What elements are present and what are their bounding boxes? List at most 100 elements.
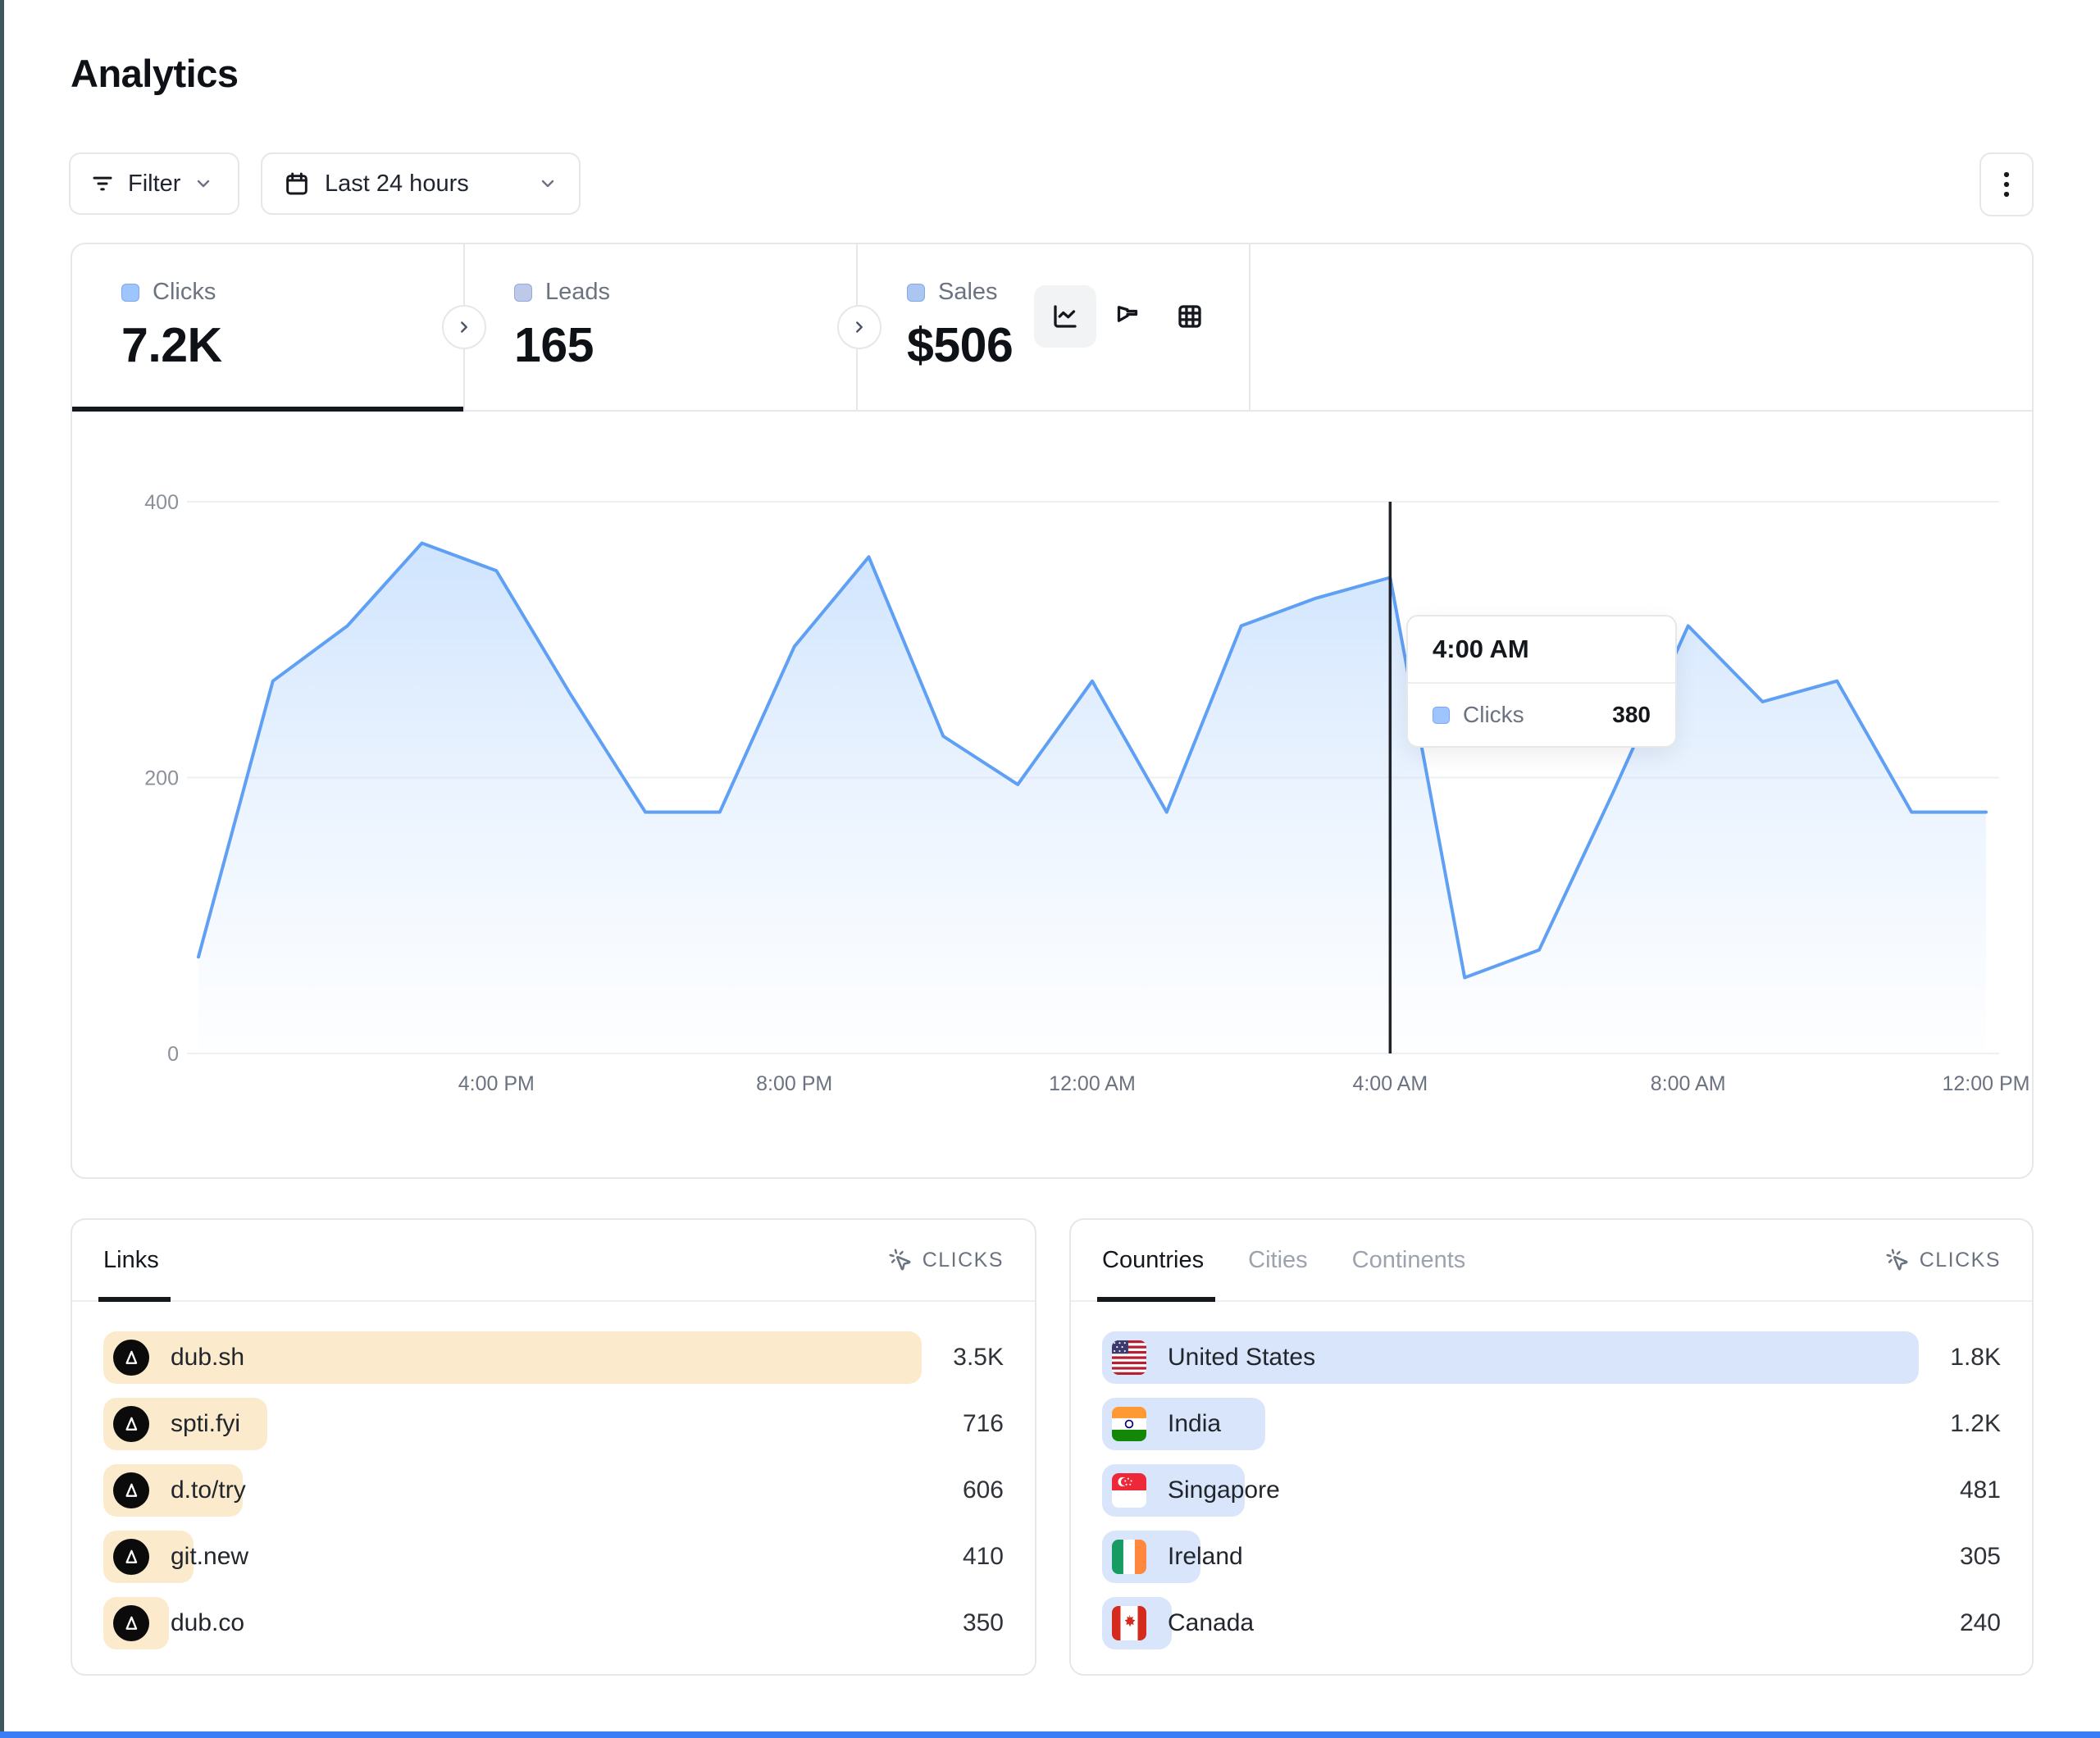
tooltip-series-label: Clicks [1463, 702, 1524, 727]
filter-icon [90, 171, 115, 196]
chevron-down-icon [538, 174, 558, 193]
cursor-click-icon [1885, 1248, 1910, 1272]
chart-canvas: 0 200 400 4:00 PM 8:00 PM 12:00 AM 4:00 AM 8:00… [144, 491, 2029, 1095]
row-label: dub.sh [171, 1344, 245, 1371]
links-panel: Links CLICKS dub.sh 3.5K spti.fyi 716 d.to/t… [71, 1218, 1036, 1676]
country-row-canada[interactable]: Canada 240 [1102, 1597, 2001, 1649]
dub-logo-icon [113, 1472, 149, 1508]
bar-track [1102, 1398, 1919, 1450]
row-content: dub.sh [113, 1331, 244, 1384]
stat-tab-clicks[interactable]: Clicks 7.2K [72, 244, 465, 412]
stat-value-sales: $506 [907, 318, 1014, 372]
table-view-button[interactable] [1159, 285, 1221, 348]
flag-us-icon [1112, 1340, 1146, 1375]
row-content: India [1112, 1398, 1221, 1450]
stat-tab-leads[interactable]: Leads 165 [465, 244, 858, 410]
row-value: 3.5K [953, 1344, 1004, 1371]
row-content: Singapore [1112, 1464, 1280, 1517]
row-value: 410 [962, 1543, 1004, 1570]
stat-value-leads: 165 [514, 318, 594, 372]
x-tick-label: 12:00 PM [1942, 1072, 2029, 1095]
row-content: spti.fyi [113, 1398, 240, 1450]
countries-panel: Countries Cities Continents CLICKS Unite… [1069, 1218, 2034, 1676]
row-label: India [1168, 1410, 1222, 1437]
link-row-dub-sh[interactable]: dub.sh 3.5K [103, 1331, 1004, 1384]
expand-clicks-chevron-button[interactable] [442, 305, 486, 349]
sales-legend-swatch [907, 283, 925, 302]
row-label: git.new [171, 1543, 249, 1570]
stat-label: Leads [545, 279, 611, 305]
x-tick-label: 12:00 AM [1049, 1072, 1136, 1095]
country-row-india[interactable]: India 1.2K [1102, 1398, 2001, 1450]
date-range-label: Last 24 hours [325, 170, 469, 197]
row-content: Ireland [1112, 1531, 1243, 1583]
stat-value-clicks: 7.2K [121, 318, 222, 372]
more-options-button[interactable] [1979, 152, 2034, 216]
stats-tabs-row: Clicks 7.2K Leads 165 Sales $506 [72, 244, 2032, 412]
dub-logo-icon [113, 1340, 149, 1376]
date-range-button[interactable]: Last 24 hours [261, 152, 581, 215]
row-content: Canada [1112, 1597, 1254, 1649]
page-title: Analytics [71, 52, 239, 95]
y-tick-label: 400 [144, 491, 179, 514]
row-content: d.to/try [113, 1464, 246, 1517]
link-row-d-to-try[interactable]: d.to/try 606 [103, 1464, 1004, 1517]
flag-sg-icon [1112, 1473, 1146, 1508]
links-panel-header: Links CLICKS [72, 1220, 1035, 1302]
tab-continents[interactable]: Continents [1351, 1246, 1466, 1273]
row-label: spti.fyi [171, 1410, 241, 1437]
y-tick-label: 0 [167, 1043, 179, 1066]
row-content: dub.co [113, 1597, 244, 1649]
row-value: 350 [962, 1609, 1004, 1636]
links-metric-selector[interactable]: CLICKS [888, 1248, 1004, 1272]
dub-logo-icon [113, 1605, 149, 1641]
row-value: 481 [1959, 1476, 2001, 1504]
country-row-singapore[interactable]: Singapore 481 [1102, 1464, 2001, 1517]
bottom-progress-bar [0, 1731, 2100, 1738]
link-row-dub-co[interactable]: dub.co 350 [103, 1597, 1004, 1649]
dub-logo-icon [113, 1406, 149, 1442]
window-left-edge [0, 0, 4, 1738]
chart-tooltip: 4:00 AM Clicks 380 [1406, 615, 1677, 748]
country-row-united-states[interactable]: United States 1.8K [1102, 1331, 2001, 1384]
flag-ie-icon [1112, 1540, 1146, 1574]
tab-countries[interactable]: Countries [1096, 1220, 1216, 1302]
value-bar [103, 1331, 922, 1384]
funnel-view-button[interactable] [1096, 285, 1159, 348]
analytics-chart-card: Clicks 7.2K Leads 165 Sales $506 [71, 243, 2034, 1179]
row-value: 606 [962, 1476, 1004, 1504]
line-chart-view-button[interactable] [1034, 285, 1096, 348]
row-label: Singapore [1168, 1476, 1280, 1504]
row-label: United States [1168, 1344, 1316, 1371]
link-row-spti-fyi[interactable]: spti.fyi 716 [103, 1398, 1004, 1450]
row-value: 305 [1959, 1543, 2001, 1570]
stat-tab-sales[interactable]: Sales $506 [858, 244, 1250, 410]
filter-button-label: Filter [128, 170, 181, 197]
countries-panel-header: Countries Cities Continents CLICKS [1071, 1220, 2032, 1302]
flag-ca-icon [1112, 1606, 1146, 1640]
funnel-icon [1113, 302, 1142, 331]
tab-cities[interactable]: Cities [1248, 1246, 1308, 1273]
row-label: Ireland [1168, 1543, 1243, 1570]
filter-button[interactable]: Filter [69, 152, 239, 215]
stat-label: Clicks [153, 279, 216, 305]
expand-leads-chevron-button[interactable] [837, 305, 881, 349]
tab-links[interactable]: Links [98, 1220, 171, 1302]
bar-track [1102, 1331, 1919, 1384]
value-bar [1102, 1331, 1919, 1384]
link-row-git-new[interactable]: git.new 410 [103, 1531, 1004, 1583]
clicks-area-chart[interactable]: 0 200 400 4:00 PM 8:00 PM 12:00 AM 4:00 AM 8:00… [72, 410, 2032, 1177]
row-label: dub.co [171, 1609, 245, 1636]
x-tick-label: 8:00 PM [756, 1072, 832, 1095]
tooltip-time: 4:00 AM [1408, 616, 1675, 684]
chart-type-switcher [1034, 285, 1221, 348]
calendar-icon [284, 171, 310, 197]
tooltip-series-swatch [1433, 706, 1450, 724]
country-row-ireland[interactable]: Ireland 305 [1102, 1531, 2001, 1583]
y-tick-label: 200 [144, 767, 179, 790]
tooltip-series-value: 380 [1612, 702, 1651, 727]
clicks-legend-swatch [121, 283, 139, 302]
x-tick-label: 8:00 AM [1651, 1072, 1726, 1095]
dub-logo-icon [113, 1539, 149, 1575]
countries-metric-selector[interactable]: CLICKS [1885, 1248, 2001, 1272]
